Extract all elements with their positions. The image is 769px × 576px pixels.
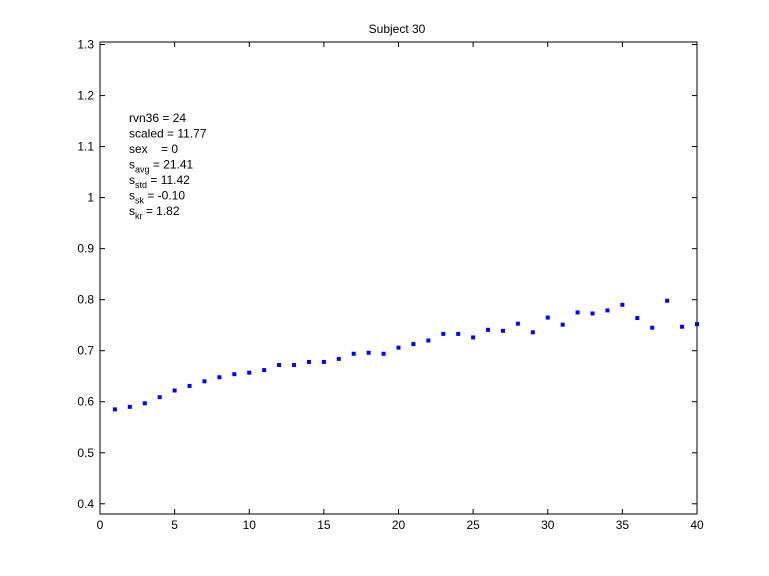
y-tick-label: 1 bbox=[87, 191, 94, 205]
data-point bbox=[635, 316, 640, 321]
data-point bbox=[441, 331, 446, 336]
data-point bbox=[321, 359, 326, 364]
data-point bbox=[157, 395, 162, 400]
y-tick-label: 0.9 bbox=[77, 242, 94, 256]
x-tick-label: 30 bbox=[541, 518, 555, 532]
x-tick-label: 0 bbox=[97, 518, 104, 532]
stat-line: rvn36 = 24 bbox=[129, 111, 186, 125]
data-point bbox=[142, 401, 147, 406]
data-point bbox=[665, 298, 670, 303]
data-point bbox=[202, 379, 207, 384]
data-point bbox=[680, 324, 685, 329]
x-tick-label: 15 bbox=[317, 518, 331, 532]
data-point bbox=[695, 322, 699, 327]
y-tick-label: 0.4 bbox=[77, 497, 94, 511]
stat-line: sstd = 11.42 bbox=[129, 173, 190, 190]
data-point bbox=[217, 375, 222, 380]
stat-line: skr = 1.82 bbox=[129, 204, 180, 221]
x-tick-label: 20 bbox=[392, 518, 406, 532]
x-tick-label: 10 bbox=[243, 518, 257, 532]
data-point bbox=[486, 327, 491, 332]
y-tick-label: 1.3 bbox=[77, 38, 94, 52]
data-point bbox=[605, 308, 610, 313]
data-point bbox=[247, 370, 252, 375]
data-point bbox=[620, 302, 625, 307]
y-tick-label: 0.6 bbox=[77, 395, 94, 409]
data-point bbox=[277, 363, 282, 368]
data-point bbox=[590, 311, 595, 316]
data-point bbox=[575, 310, 580, 315]
y-tick-label: 0.5 bbox=[77, 446, 94, 460]
data-point bbox=[381, 351, 386, 356]
axis-ticks: 0 5 10 15 20 25 30 35 40 0.4 0.5 0.6 0.7 0.8 0.9 1 1.1 1.… bbox=[77, 38, 704, 532]
data-point bbox=[515, 321, 520, 326]
data-point bbox=[456, 331, 461, 336]
data-point bbox=[530, 330, 535, 335]
data-point bbox=[396, 345, 401, 350]
data-point bbox=[545, 315, 550, 320]
y-tick-label: 1.1 bbox=[77, 140, 94, 154]
data-point bbox=[560, 322, 565, 327]
plot-area bbox=[99, 41, 698, 515]
data-point bbox=[232, 372, 237, 377]
data-point bbox=[500, 328, 505, 333]
data-point bbox=[127, 404, 132, 409]
data-point bbox=[411, 342, 416, 347]
stat-line: sex = 0 bbox=[129, 142, 178, 156]
data-point bbox=[172, 388, 177, 393]
data-point bbox=[471, 335, 476, 340]
data-point bbox=[187, 383, 192, 388]
x-tick-label: 40 bbox=[690, 518, 704, 532]
data-point bbox=[306, 359, 311, 364]
stat-line: scaled = 11.77 bbox=[129, 127, 207, 141]
data-point bbox=[262, 368, 267, 373]
x-tick-label: 25 bbox=[466, 518, 480, 532]
stat-line: ssk = -0.10 bbox=[129, 189, 185, 206]
chart-title: Subject 30 bbox=[369, 22, 426, 36]
stat-line: savg = 21.41 bbox=[129, 158, 194, 175]
data-point bbox=[292, 363, 297, 368]
y-tick-label: 1.2 bbox=[77, 89, 94, 103]
data-point bbox=[336, 356, 341, 361]
x-tick-label: 35 bbox=[616, 518, 630, 532]
data-point bbox=[366, 350, 371, 355]
data-point bbox=[112, 407, 117, 412]
data-points bbox=[112, 298, 699, 412]
y-tick-label: 0.7 bbox=[77, 344, 94, 358]
data-point bbox=[650, 325, 655, 330]
y-tick-label: 0.8 bbox=[77, 293, 94, 307]
data-point bbox=[426, 338, 431, 343]
x-tick-label: 5 bbox=[171, 518, 178, 532]
data-point bbox=[351, 351, 356, 356]
